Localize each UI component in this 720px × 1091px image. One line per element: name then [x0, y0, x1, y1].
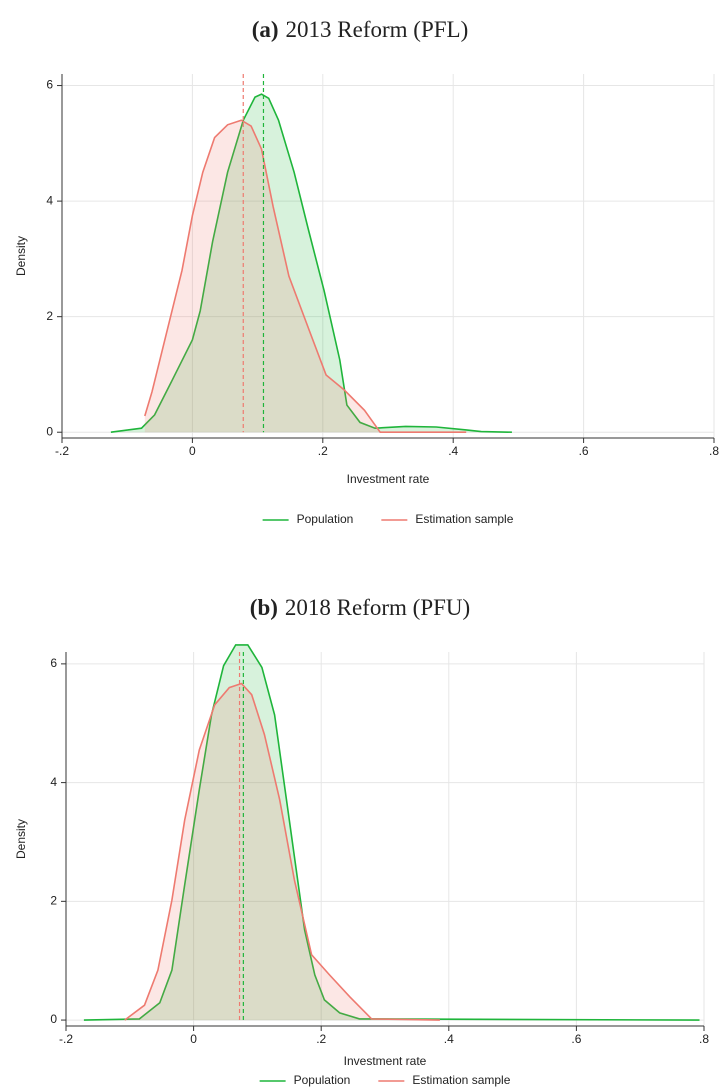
x-tick-label: .6: [571, 1032, 581, 1046]
x-tick-label: .6: [579, 444, 589, 458]
x-tick-label: 0: [189, 444, 196, 458]
y-axis-label: Density: [14, 236, 28, 276]
panel-label: (a): [252, 17, 279, 42]
chart-title: (b) 2018 Reform (PFU): [250, 595, 470, 620]
x-axis-label: Investment rate: [347, 472, 430, 486]
density-line: [83, 644, 700, 1021]
density-line: [124, 682, 440, 1021]
x-tick-label: .2: [318, 444, 328, 458]
density-line: [144, 119, 467, 433]
x-tick-label: .8: [709, 444, 719, 458]
title-text: 2018 Reform (PFU): [285, 595, 470, 620]
y-tick-label: 6: [46, 78, 53, 92]
x-tick-label: .4: [448, 444, 458, 458]
chart-title: (a) 2013 Reform (PFL): [252, 17, 469, 42]
x-tick-label: -.2: [59, 1032, 73, 1046]
y-tick-label: 0: [46, 424, 53, 438]
y-tick-label: 4: [46, 193, 53, 207]
density-area: [83, 644, 700, 1021]
title-text: 2013 Reform (PFL): [286, 17, 469, 42]
legend: Population Estimation sample: [259, 1073, 511, 1087]
y-axis-label: Density: [14, 819, 28, 859]
x-tick-label: .2: [316, 1032, 326, 1046]
y-tick-label: 2: [46, 309, 53, 323]
x-tick-label: .4: [444, 1032, 454, 1046]
legend-label: Population: [297, 512, 354, 526]
x-tick-label: -.2: [55, 444, 69, 458]
y-tick-label: 2: [50, 894, 57, 908]
density-area: [110, 94, 512, 433]
panel-label: (b): [250, 595, 278, 620]
legend-label: Population: [294, 1073, 351, 1087]
legend-label: Estimation sample: [415, 512, 513, 526]
legend: Population Estimation sample: [262, 512, 514, 526]
density-area: [144, 120, 467, 433]
x-tick-label: 0: [190, 1032, 197, 1046]
y-tick-label: 0: [50, 1012, 57, 1026]
y-tick-label: 6: [50, 656, 57, 670]
legend-label: Estimation sample: [412, 1073, 510, 1087]
density-line: [110, 93, 512, 433]
density-area: [124, 683, 440, 1021]
x-axis-label: Investment rate: [344, 1054, 427, 1068]
y-tick-label: 4: [50, 775, 57, 789]
x-tick-label: .8: [699, 1032, 709, 1046]
